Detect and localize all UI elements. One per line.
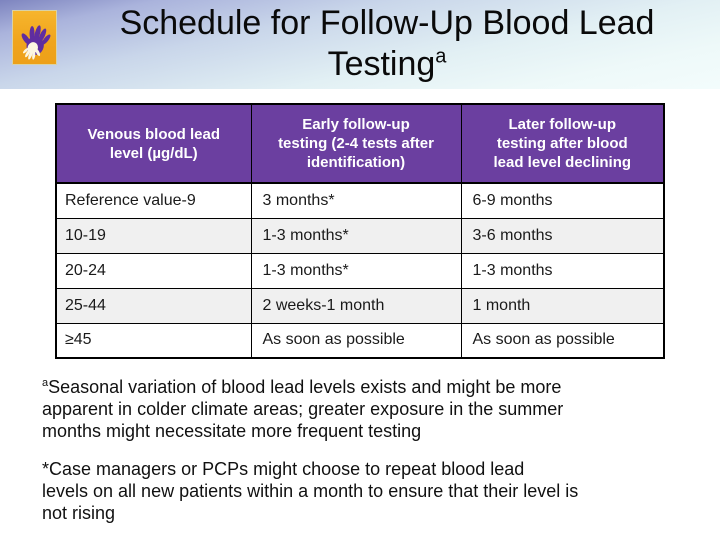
- table-header-row: Venous blood lead level (µg/dL) Early fo…: [55, 103, 665, 184]
- footnote-line: months might necessitate more frequent t…: [42, 421, 422, 441]
- table-cell: As soon as possible: [460, 322, 665, 359]
- slide-title-line2: Testinga: [327, 45, 447, 83]
- slide-title: Schedule for Follow-Up Blood Lead Testin…: [62, 3, 712, 85]
- header-cell-early-follow-up: Early follow-up testing (2-4 tests after…: [250, 103, 462, 184]
- follow-up-schedule-table: Venous blood lead level (µg/dL) Early fo…: [55, 103, 665, 359]
- table-cell: 1 month: [460, 287, 665, 324]
- table-cell: 1-3 months*: [250, 217, 462, 254]
- table-cell: Reference value-9: [55, 182, 252, 219]
- table-cell: 2 weeks-1 month: [250, 287, 462, 324]
- footnote-seasonal: aSeasonal variation of blood lead levels…: [42, 376, 682, 442]
- title-footnote-marker: a: [435, 45, 447, 68]
- table-cell: As soon as possible: [250, 322, 462, 359]
- table-row: 20-24 1-3 months* 1-3 months: [55, 252, 665, 289]
- two-hands-logo-icon: [12, 10, 57, 65]
- table-row: ≥45 As soon as possible As soon as possi…: [55, 322, 665, 359]
- footnote-a-marker: a: [42, 377, 49, 389]
- table-cell: 20-24: [55, 252, 252, 289]
- header-cell-later-follow-up: Later follow-up testing after blood lead…: [460, 103, 665, 184]
- table-cell: 10-19: [55, 217, 252, 254]
- footnote-case-managers: *Case managers or PCPs might choose to r…: [42, 458, 682, 524]
- table-row: 25-44 2 weeks-1 month 1 month: [55, 287, 665, 324]
- table-cell: 6-9 months: [460, 182, 665, 219]
- table-row: Reference value-9 3 months* 6-9 months: [55, 182, 665, 219]
- footnote-line: aSeasonal variation of blood lead levels…: [42, 377, 562, 397]
- footnote-line: *Case managers or PCPs might choose to r…: [42, 459, 525, 479]
- table-cell: 25-44: [55, 287, 252, 324]
- footnote-line: not rising: [42, 503, 116, 523]
- table-cell: 3-6 months: [460, 217, 665, 254]
- table-cell: 3 months*: [250, 182, 462, 219]
- slide-title-line1: Schedule for Follow-Up Blood Lead: [119, 4, 655, 42]
- title-banner: Schedule for Follow-Up Blood Lead Testin…: [0, 0, 720, 89]
- footnote-line: apparent in colder climate areas; greate…: [42, 399, 564, 419]
- footnote-line: levels on all new patients within a mont…: [42, 481, 579, 501]
- table-row: 10-19 1-3 months* 3-6 months: [55, 217, 665, 254]
- table-cell: ≥45: [55, 322, 252, 359]
- header-cell-venous-level: Venous blood lead level (µg/dL): [55, 103, 252, 184]
- table-cell: 1-3 months: [460, 252, 665, 289]
- table-cell: 1-3 months*: [250, 252, 462, 289]
